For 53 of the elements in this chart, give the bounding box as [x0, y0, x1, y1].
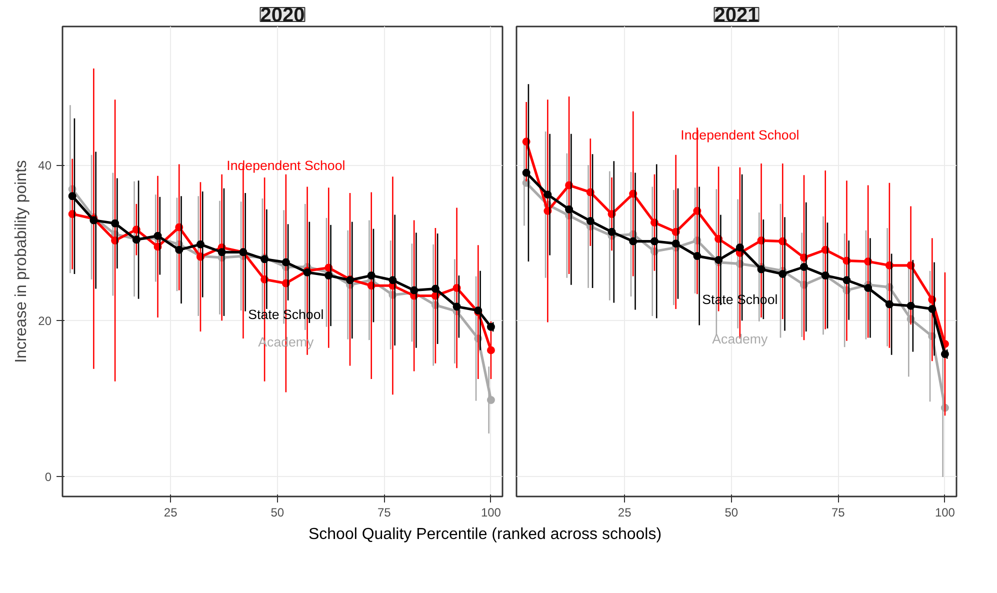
point	[486, 396, 495, 404]
point	[175, 246, 184, 254]
point	[544, 190, 552, 199]
y-axis-title: Increase in probability points	[13, 160, 30, 363]
x-tick-label: 25	[164, 506, 178, 520]
point	[196, 240, 204, 248]
point	[388, 276, 397, 284]
point	[885, 300, 894, 308]
point	[672, 240, 680, 248]
point	[486, 346, 495, 354]
point	[714, 256, 723, 264]
point	[410, 286, 418, 294]
point	[324, 272, 333, 280]
point	[906, 302, 915, 310]
x-axis-title: School Quality Percentile (ranked across schools)	[308, 525, 662, 545]
point	[928, 304, 936, 313]
point	[154, 232, 162, 240]
point	[367, 272, 376, 280]
point	[693, 252, 702, 260]
point	[940, 350, 949, 358]
point	[800, 262, 808, 271]
x-tick-label: 50	[270, 506, 284, 520]
chart-title: 2020	[260, 4, 305, 26]
point	[68, 192, 76, 200]
point	[218, 248, 226, 256]
point	[586, 217, 594, 226]
point	[565, 205, 574, 214]
y-tick-label: 40	[38, 158, 52, 173]
x-tick-label: 100	[934, 506, 956, 520]
point	[522, 168, 530, 177]
point	[486, 322, 495, 331]
annotation: Independent School	[226, 158, 346, 173]
point	[629, 237, 638, 246]
point	[757, 265, 766, 274]
x-tick-label: 50	[724, 506, 738, 520]
point	[650, 237, 658, 246]
point	[842, 276, 851, 284]
point	[864, 284, 872, 292]
point	[608, 228, 616, 236]
x-tick-label: 100	[480, 506, 502, 520]
chart-title: 2021	[714, 4, 759, 26]
point	[111, 219, 120, 228]
point	[736, 244, 744, 252]
point	[778, 270, 787, 278]
y-tick-label: 20	[38, 314, 52, 328]
point	[431, 284, 440, 293]
annotation: Academy	[712, 331, 768, 346]
x-tick-label: 25	[618, 506, 632, 520]
x-tick-label: 75	[377, 506, 392, 520]
x-tick-label: 75	[831, 506, 846, 520]
point	[452, 302, 461, 311]
y-tick-label: 0	[44, 470, 52, 484]
point	[282, 258, 290, 266]
